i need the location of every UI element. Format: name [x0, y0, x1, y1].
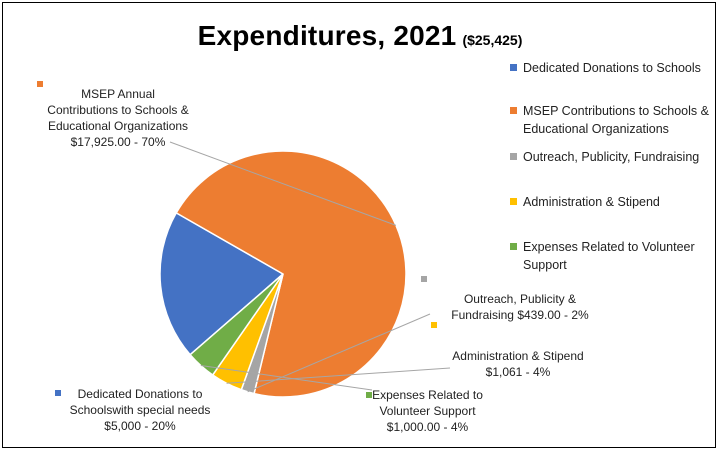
legend-swatch	[510, 64, 517, 71]
data-label-line: $5,000 - 20%	[104, 419, 176, 433]
data-label-line: MSEP Annual	[81, 87, 155, 101]
data-label-line: $17,925.00 - 70%	[70, 135, 166, 149]
data-label-marker	[366, 392, 372, 398]
leader-line	[226, 367, 451, 384]
legend-label-line: Outreach, Publicity, Fundraising	[523, 150, 700, 164]
data-label-line: Dedicated Donations to	[77, 387, 203, 401]
data-label-outreach: Outreach, Publicity & Fundraising $439.0…	[420, 291, 620, 323]
chart-subtitle: ($25,425)	[462, 32, 523, 48]
data-label-line: Contributions to Schools &	[47, 103, 189, 117]
data-label-volunteer: Expenses Related to Volunteer Support $1…	[340, 387, 515, 435]
data-label-line: $1,000.00 - 4%	[386, 420, 469, 434]
legend-item-msep-contributions: MSEP Contributions to Schools & Education…	[510, 102, 710, 138]
chart-title-block: Expenditures, 2021 ($25,425)	[0, 20, 720, 52]
legend-swatch	[510, 107, 517, 114]
data-label-dedicated: Dedicated Donations to Schoolswith speci…	[40, 386, 240, 434]
data-label-line: Schoolswith special needs	[69, 403, 211, 417]
legend-label-line: Dedicated Donations to Schools	[523, 61, 701, 75]
leader-line	[247, 313, 431, 393]
legend-label-line: Educational Organizations	[523, 122, 669, 136]
leader-line	[200, 365, 373, 391]
legend-label-line: MSEP Contributions to Schools &	[523, 104, 709, 118]
pie-slice	[159, 211, 285, 356]
data-label-line: Outreach, Publicity &	[463, 292, 577, 306]
data-label-marker	[37, 81, 43, 87]
data-label-marker	[55, 390, 61, 396]
data-label-msep: MSEP Annual Contributions to Schools & E…	[18, 86, 218, 150]
legend-swatch	[510, 153, 517, 160]
legend-swatch	[510, 198, 517, 205]
legend-item-administration: Administration & Stipend	[510, 193, 710, 211]
legend-item-volunteer-support: Expenses Related to Volunteer Support	[510, 238, 710, 274]
legend-item-outreach: Outreach, Publicity, Fundraising	[510, 148, 710, 166]
legend-label-line: Support	[523, 258, 567, 272]
data-label-line: Expenses Related to	[372, 388, 483, 402]
legend-swatch	[510, 243, 517, 250]
data-label-line: Administration & Stipend	[452, 349, 584, 363]
legend-label-line: Expenses Related to Volunteer	[523, 240, 695, 254]
pie-slice	[189, 273, 284, 376]
data-label-line: Volunteer Support	[379, 404, 476, 418]
data-label-marker	[431, 322, 437, 328]
data-label-line: Fundraising $439.00 - 2%	[451, 308, 589, 322]
data-label-administration: Administration & Stipend $1,061 - 4%	[418, 348, 618, 380]
legend-label-line: Administration & Stipend	[523, 195, 660, 209]
data-label-line: Educational Organizations	[47, 119, 189, 133]
leader-line	[169, 141, 397, 226]
data-label-line: $1,061 - 4%	[485, 365, 551, 379]
legend-item-dedicated-donations: Dedicated Donations to Schools	[510, 59, 710, 77]
chart-title: Expenditures, 2021	[197, 20, 457, 51]
data-label-marker	[421, 276, 427, 282]
